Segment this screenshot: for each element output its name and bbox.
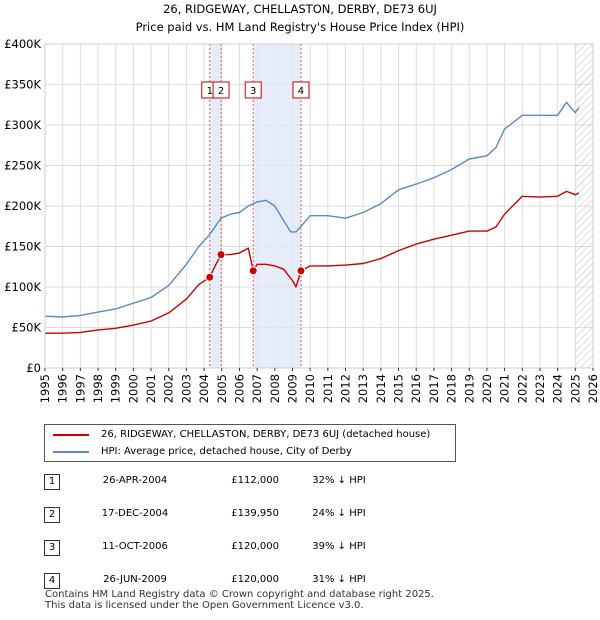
x-tick-label: 2001 bbox=[144, 374, 158, 403]
x-tick-label: 2015 bbox=[392, 374, 406, 403]
table-row: 1 26-APR-2004 £112,000 32% ↓ HPI bbox=[44, 474, 444, 490]
x-tick-label: 1997 bbox=[73, 374, 87, 403]
x-tick-label: 2013 bbox=[356, 374, 370, 403]
legend-label-property: 26, RIDGEWAY, CHELLASTON, DERBY, DE73 6U… bbox=[101, 429, 431, 440]
x-tick-label: 1996 bbox=[56, 374, 70, 403]
x-tick-label: 2026 bbox=[586, 374, 600, 403]
footer-line-2: This data is licensed under the Open Gov… bbox=[45, 600, 364, 611]
legend-swatch-hpi bbox=[53, 451, 89, 453]
x-tick-label: 2019 bbox=[462, 374, 476, 403]
transaction-hpi: 32% ↓ HPI bbox=[312, 475, 366, 486]
sale-label: 2 bbox=[218, 86, 224, 97]
transaction-badge: 2 bbox=[44, 507, 60, 523]
transaction-date: 11-OCT-2006 bbox=[102, 541, 168, 552]
transaction-price: £139,950 bbox=[231, 508, 279, 519]
x-tick-label: 2021 bbox=[498, 374, 512, 403]
footer-line-1: Contains HM Land Registry data © Crown c… bbox=[45, 589, 434, 600]
transaction-hpi: 24% ↓ HPI bbox=[312, 508, 366, 519]
transaction-badge: 3 bbox=[44, 540, 60, 556]
x-tick-label: 1995 bbox=[38, 374, 52, 403]
price-paid-series-line bbox=[45, 190, 580, 334]
x-tick-label: 2016 bbox=[409, 374, 423, 403]
y-tick-label: £50K bbox=[12, 321, 42, 335]
transaction-date: 17-DEC-2004 bbox=[101, 508, 169, 519]
y-tick-label: £150K bbox=[4, 240, 41, 254]
x-tick-label: 2022 bbox=[515, 374, 529, 403]
x-tick-label: 2018 bbox=[445, 374, 459, 403]
transaction-date: 26-APR-2004 bbox=[102, 475, 168, 486]
table-row: 4 26-JUN-2009 £120,000 31% ↓ HPI bbox=[44, 573, 444, 589]
y-tick-label: £300K bbox=[4, 118, 41, 132]
legend-swatch-property bbox=[53, 434, 89, 436]
sale-label: 3 bbox=[250, 86, 256, 97]
x-tick-label: 2010 bbox=[303, 374, 317, 403]
chart-legend: 26, RIDGEWAY, CHELLASTON, DERBY, DE73 6U… bbox=[44, 424, 456, 462]
x-tick-label: 2014 bbox=[374, 374, 388, 403]
table-row: 2 17-DEC-2004 £139,950 24% ↓ HPI bbox=[44, 507, 444, 523]
sale-label-box bbox=[292, 81, 310, 99]
x-tick-label: 2007 bbox=[250, 374, 264, 403]
x-tick-label: 2004 bbox=[197, 374, 211, 403]
y-tick-label: £100K bbox=[4, 280, 41, 294]
ownership-shade bbox=[209, 44, 222, 368]
chart-subtitle: Price paid vs. HM Land Registry's House … bbox=[136, 20, 465, 34]
sale-label: 4 bbox=[298, 86, 304, 97]
x-tick-label: 2017 bbox=[427, 374, 441, 403]
transaction-badge: 1 bbox=[44, 474, 60, 490]
transaction-hpi: 39% ↓ HPI bbox=[312, 541, 366, 552]
sale-point bbox=[216, 250, 226, 260]
price-chart: 26, RIDGEWAY, CHELLASTON, DERBY, DE73 6U… bbox=[4, 2, 600, 403]
x-tick-label: 2020 bbox=[480, 374, 494, 403]
x-tick-label: 2002 bbox=[162, 374, 176, 403]
transaction-date: 26-JUN-2009 bbox=[103, 574, 167, 585]
sale-point bbox=[205, 272, 215, 282]
forecast-hatch bbox=[575, 44, 593, 368]
x-tick-label: 2003 bbox=[179, 374, 193, 403]
y-tick-label: £200K bbox=[4, 199, 41, 213]
hpi-series-line bbox=[44, 101, 580, 318]
sale-label: 1 bbox=[207, 86, 213, 97]
y-tick-label: £0 bbox=[26, 361, 41, 375]
transaction-price: £120,000 bbox=[231, 541, 279, 552]
sale-point bbox=[296, 266, 306, 276]
transaction-hpi: 31% ↓ HPI bbox=[312, 574, 366, 585]
x-tick-label: 2000 bbox=[126, 374, 140, 403]
legend-label-hpi: HPI: Average price, detached house, City… bbox=[101, 446, 352, 457]
transaction-price: £112,000 bbox=[231, 475, 279, 486]
x-tick-label: 1998 bbox=[91, 374, 105, 403]
y-tick-label: £350K bbox=[4, 78, 41, 92]
x-tick-label: 2009 bbox=[285, 374, 299, 403]
x-tick-label: 2012 bbox=[339, 374, 353, 403]
x-tick-label: 2006 bbox=[232, 374, 246, 403]
sale-label-box bbox=[212, 81, 230, 99]
x-tick-label: 1999 bbox=[109, 374, 123, 403]
x-tick-label: 2025 bbox=[568, 374, 582, 403]
sale-label-box bbox=[244, 81, 262, 99]
transaction-price: £120,000 bbox=[231, 574, 279, 585]
x-tick-label: 2011 bbox=[321, 374, 335, 403]
y-tick-label: £400K bbox=[4, 37, 41, 51]
plot-border bbox=[44, 43, 594, 369]
x-tick-label: 2005 bbox=[215, 374, 229, 403]
y-tick-label: £250K bbox=[4, 159, 41, 173]
x-tick-label: 2008 bbox=[268, 374, 282, 403]
x-tick-label: 2023 bbox=[533, 374, 547, 403]
table-row: 3 11-OCT-2006 £120,000 39% ↓ HPI bbox=[44, 540, 444, 556]
footer-attribution: Contains HM Land Registry data © Crown c… bbox=[45, 589, 434, 611]
chart-title: 26, RIDGEWAY, CHELLASTON, DERBY, DE73 6U… bbox=[163, 2, 437, 16]
sale-point bbox=[248, 266, 258, 276]
transaction-badge: 4 bbox=[44, 573, 60, 589]
x-tick-label: 2024 bbox=[551, 374, 565, 403]
